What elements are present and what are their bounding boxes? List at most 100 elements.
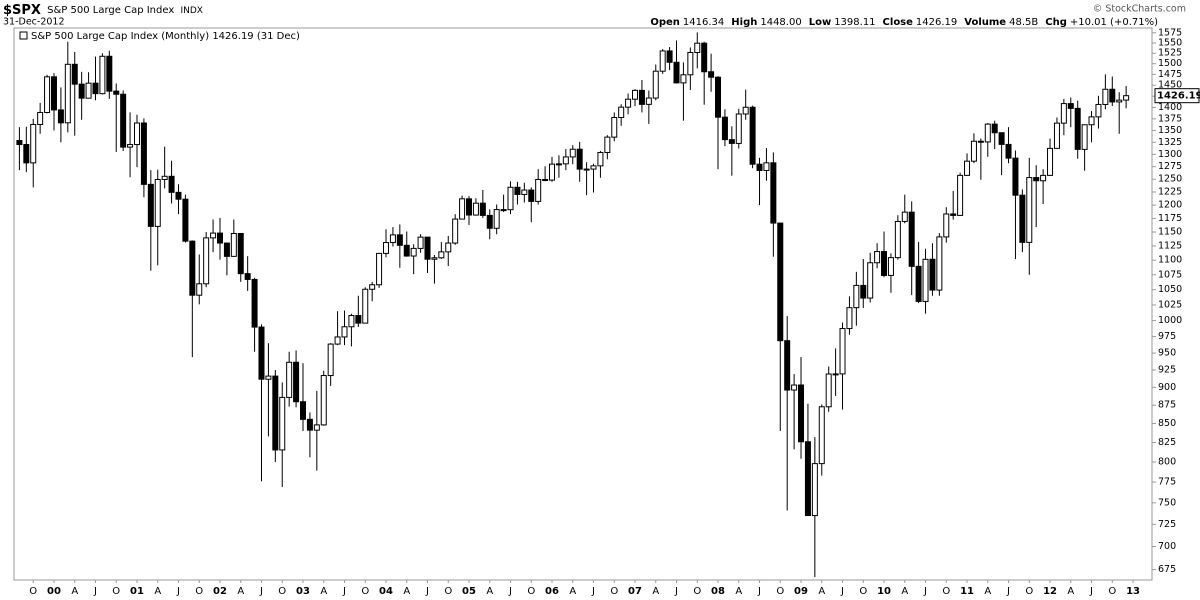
y-tick-label: 1100 [1158, 255, 1182, 266]
candle-body [562, 156, 569, 165]
candle-body [652, 70, 659, 99]
x-tick-label: A [901, 586, 908, 597]
candle-body [140, 122, 147, 185]
y-tick-label: 1075 [1158, 269, 1182, 280]
candle-body [479, 202, 486, 216]
candle-body [825, 373, 832, 408]
candle-body [1040, 174, 1047, 182]
candle-body [210, 232, 217, 239]
candle-body [182, 198, 189, 242]
candle-body [362, 288, 369, 324]
candle-body [1060, 103, 1067, 124]
candle-body [78, 83, 85, 99]
candle-body [894, 220, 901, 259]
x-tick-label: A [1067, 586, 1074, 597]
y-tick-label: 975 [1158, 331, 1176, 342]
quote-value: 48.5B [1009, 17, 1038, 28]
candle-body [673, 61, 680, 84]
candle-body [583, 168, 590, 171]
candle-body [348, 315, 355, 328]
candle-body [611, 117, 618, 138]
x-tick-label: O [942, 586, 950, 597]
candle-body [549, 163, 556, 181]
x-tick-label: A [652, 586, 659, 597]
series-name: S&P 500 Large Cap Index (Monthly) [31, 31, 209, 42]
candle-body [403, 244, 410, 257]
candle-body [1102, 88, 1109, 105]
candle-body [970, 140, 977, 162]
candle-body [715, 76, 722, 118]
candle-body [1123, 95, 1130, 101]
y-tick-label: 775 [1158, 477, 1176, 488]
y-tick-label: 1475 [1158, 69, 1182, 80]
y-tick-label: 1400 [1158, 102, 1182, 113]
candle-body [251, 278, 258, 328]
candle-body [106, 55, 113, 92]
candle-body [950, 213, 957, 216]
x-tick-label: J [923, 586, 927, 597]
candle-body [756, 163, 763, 171]
x-tick-label: J [757, 586, 761, 597]
candle-body [334, 336, 341, 345]
candle-body [770, 162, 777, 224]
candle-body [16, 140, 23, 146]
x-tick-label: O [776, 586, 784, 597]
candle-body [936, 236, 943, 291]
candle-body [466, 198, 473, 216]
candle-body [1047, 147, 1054, 176]
candle-body [44, 76, 51, 113]
candle-body [175, 191, 182, 200]
candle-body [265, 375, 272, 380]
x-tick-label: O [278, 586, 286, 597]
candle-body [341, 326, 348, 338]
candle-body [1095, 103, 1102, 118]
quote-label: Close [883, 17, 914, 28]
candle-body [64, 63, 71, 124]
candle-body [798, 384, 805, 443]
candle-body [763, 162, 770, 171]
candle-body [500, 209, 507, 212]
x-tick-label: J [508, 586, 512, 597]
x-tick-label: A [71, 586, 78, 597]
candle-body [701, 42, 708, 73]
candle-body [223, 242, 230, 257]
legend: S&P 500 Large Cap Index (Monthly) 1426.1… [19, 31, 300, 42]
candle-body [286, 361, 293, 398]
candle-body [998, 132, 1005, 145]
candle-body [1033, 177, 1040, 182]
candle-body [147, 183, 154, 227]
candle-body [687, 51, 694, 76]
x-tick-label: A [984, 586, 991, 597]
candle-body [777, 222, 784, 342]
symbol: $SPX [3, 3, 41, 18]
x-tick-label: J [1006, 586, 1010, 597]
candle-body [306, 418, 313, 431]
candle-body [383, 242, 390, 254]
candle-body [154, 178, 161, 227]
x-tick-label: J [591, 586, 595, 597]
candle-body [811, 463, 818, 517]
x-tick-label: O [859, 586, 867, 597]
candle-body [37, 111, 44, 125]
y-tick-label: 1250 [1158, 174, 1182, 185]
x-tick-label: A [154, 586, 161, 597]
candle-body [445, 242, 452, 253]
candle-body [472, 202, 479, 216]
x-tick-label: O [1108, 586, 1116, 597]
candle-body [1109, 88, 1116, 103]
candle-body [30, 123, 37, 164]
candle-body [528, 189, 535, 202]
candle-body [320, 375, 327, 426]
candle-body [1012, 157, 1019, 196]
y-tick-label: 825 [1158, 437, 1176, 448]
y-tick-label: 1300 [1158, 149, 1182, 160]
x-tick-label: J [259, 586, 263, 597]
date: 31-Dec-2012 [3, 17, 65, 28]
candle-body [749, 106, 756, 165]
candle-body [680, 74, 687, 84]
exchange: INDX [180, 6, 202, 16]
y-tick-label: 1200 [1158, 200, 1182, 211]
candle-body [542, 178, 549, 181]
